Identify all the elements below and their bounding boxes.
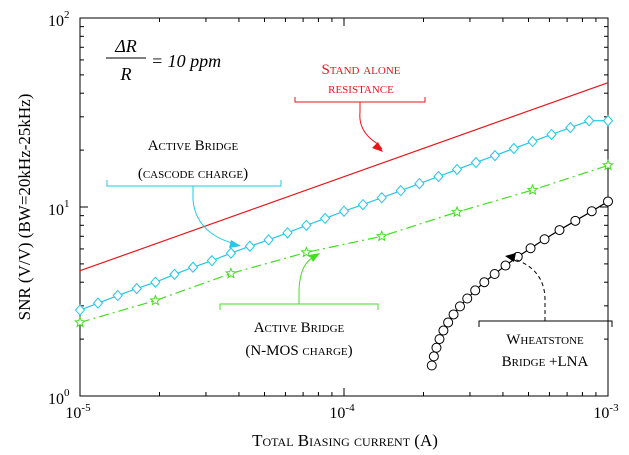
annotation-nmos-line2: (N-MOS charge) [245, 343, 352, 359]
series-layer [73, 82, 615, 371]
data-point-cascode [508, 142, 520, 155]
annotation-standalone-arrowhead [372, 142, 383, 152]
y-tick-label: 100 [48, 387, 70, 408]
data-point-cascode [92, 297, 104, 309]
data-point-cascode [414, 177, 425, 190]
data-point-wheatstone [586, 206, 597, 217]
data-point-wheatstone [462, 293, 473, 304]
annotation-wheatstone-arrow [510, 257, 546, 321]
data-point-cascode [565, 121, 576, 134]
data-point-nmos [149, 294, 162, 306]
annotation-cascode-bracket [106, 180, 282, 244]
data-point-wheatstone [426, 360, 437, 371]
data-point-cascode [433, 170, 444, 183]
data-point-wheatstone [500, 260, 511, 271]
data-point-nmos [73, 316, 87, 328]
annotation-wheatstone-line2: Bridge +LNA [502, 354, 589, 370]
annotation-wheatstone-bracket [478, 320, 613, 327]
data-point-nmos [450, 205, 464, 218]
formula-numerator: ΔR [114, 36, 137, 56]
annotation-cascode-arrowhead [229, 240, 241, 248]
data-point-cascode [150, 276, 161, 288]
y-axis-title: SNR (V/V) (BW=20kHz-25kHz) [15, 94, 34, 321]
data-point-cascode [546, 128, 557, 141]
formula: ΔR R = 10 ppm [106, 36, 221, 84]
data-point-wheatstone [603, 196, 613, 207]
data-point-nmos [300, 246, 313, 258]
annotation-cascode-line2: (cascode charge) [138, 166, 248, 182]
annotation-nmos-bracket [219, 255, 379, 310]
x-tick-label: 10-4 [329, 402, 355, 422]
data-point-cascode [301, 219, 312, 232]
annotation-nmos: Active Bridge (N-MOS charge) [219, 253, 379, 359]
data-point-cascode [319, 212, 331, 225]
data-point-wheatstone [539, 234, 550, 245]
x-tick-label: 10-5 [65, 402, 91, 422]
annotation-standalone-bracket [294, 97, 426, 150]
annotation-wheatstone-line1: Wheatstone [506, 332, 584, 348]
data-point-wheatstone [438, 325, 449, 336]
data-point-cascode [338, 205, 350, 217]
axis-ticks: 10-5 10-4 10-3 100 101 102 [48, 9, 619, 422]
data-point-nmos [526, 183, 539, 196]
data-point-cascode [357, 198, 369, 211]
data-point-wheatstone [434, 334, 445, 345]
data-point-cascode [489, 149, 501, 162]
annotation-cascode-line1: Active Bridge [148, 138, 239, 154]
data-point-cascode [451, 163, 463, 176]
data-point-cascode [376, 191, 387, 204]
data-point-wheatstone [479, 277, 490, 288]
data-point-wheatstone [470, 285, 481, 296]
annotation-nmos-arrowhead [309, 253, 320, 262]
annotation-standalone: Stand alone resistance [294, 62, 426, 152]
formula-denominator: R [120, 64, 132, 84]
data-point-wheatstone [454, 301, 465, 312]
x-axis-title: Total Biasing current (A) [252, 431, 438, 450]
data-point-cascode [602, 114, 614, 127]
x-tick-label: 10-3 [593, 402, 619, 422]
data-point-cascode [169, 268, 180, 281]
data-point-wheatstone [489, 269, 500, 280]
data-point-nmos [375, 229, 388, 242]
data-point-wheatstone [428, 351, 439, 362]
series-line-standalone [79, 82, 609, 272]
data-point-cascode [187, 261, 199, 273]
annotation-wheatstone-arrowhead [505, 253, 516, 262]
data-point-cascode [263, 234, 274, 246]
data-point-cascode [74, 304, 86, 316]
data-point-cascode [527, 135, 538, 148]
data-point-cascode [395, 184, 406, 197]
data-point-wheatstone [443, 317, 454, 328]
data-point-nmos [224, 267, 237, 279]
data-point-wheatstone [525, 243, 536, 254]
annotation-cascode: Active Bridge (cascode charge) [106, 138, 282, 248]
series-line-nmos [79, 164, 609, 324]
data-point-wheatstone [554, 225, 565, 236]
data-point-cascode [470, 156, 482, 169]
data-point-wheatstone [431, 342, 442, 353]
data-point-wheatstone [570, 215, 581, 226]
y-tick-label: 102 [48, 9, 70, 30]
annotation-wheatstone: Wheatstone Bridge +LNA [478, 253, 613, 370]
data-point-cascode [225, 247, 237, 259]
data-point-cascode [131, 282, 142, 295]
data-point-cascode [112, 289, 123, 302]
annotation-standalone-line1: Stand alone [321, 62, 400, 78]
data-point-wheatstone [448, 309, 459, 320]
formula-rhs: = 10 ppm [151, 51, 221, 71]
data-point-cascode [206, 254, 218, 267]
annotation-standalone-line2: resistance [328, 81, 394, 97]
data-point-cascode [244, 240, 256, 252]
y-tick-label: 101 [48, 198, 70, 219]
data-point-cascode [282, 227, 293, 239]
annotation-nmos-line1: Active Bridge [254, 320, 345, 336]
data-point-nmos [601, 159, 615, 171]
data-point-cascode [583, 114, 595, 127]
